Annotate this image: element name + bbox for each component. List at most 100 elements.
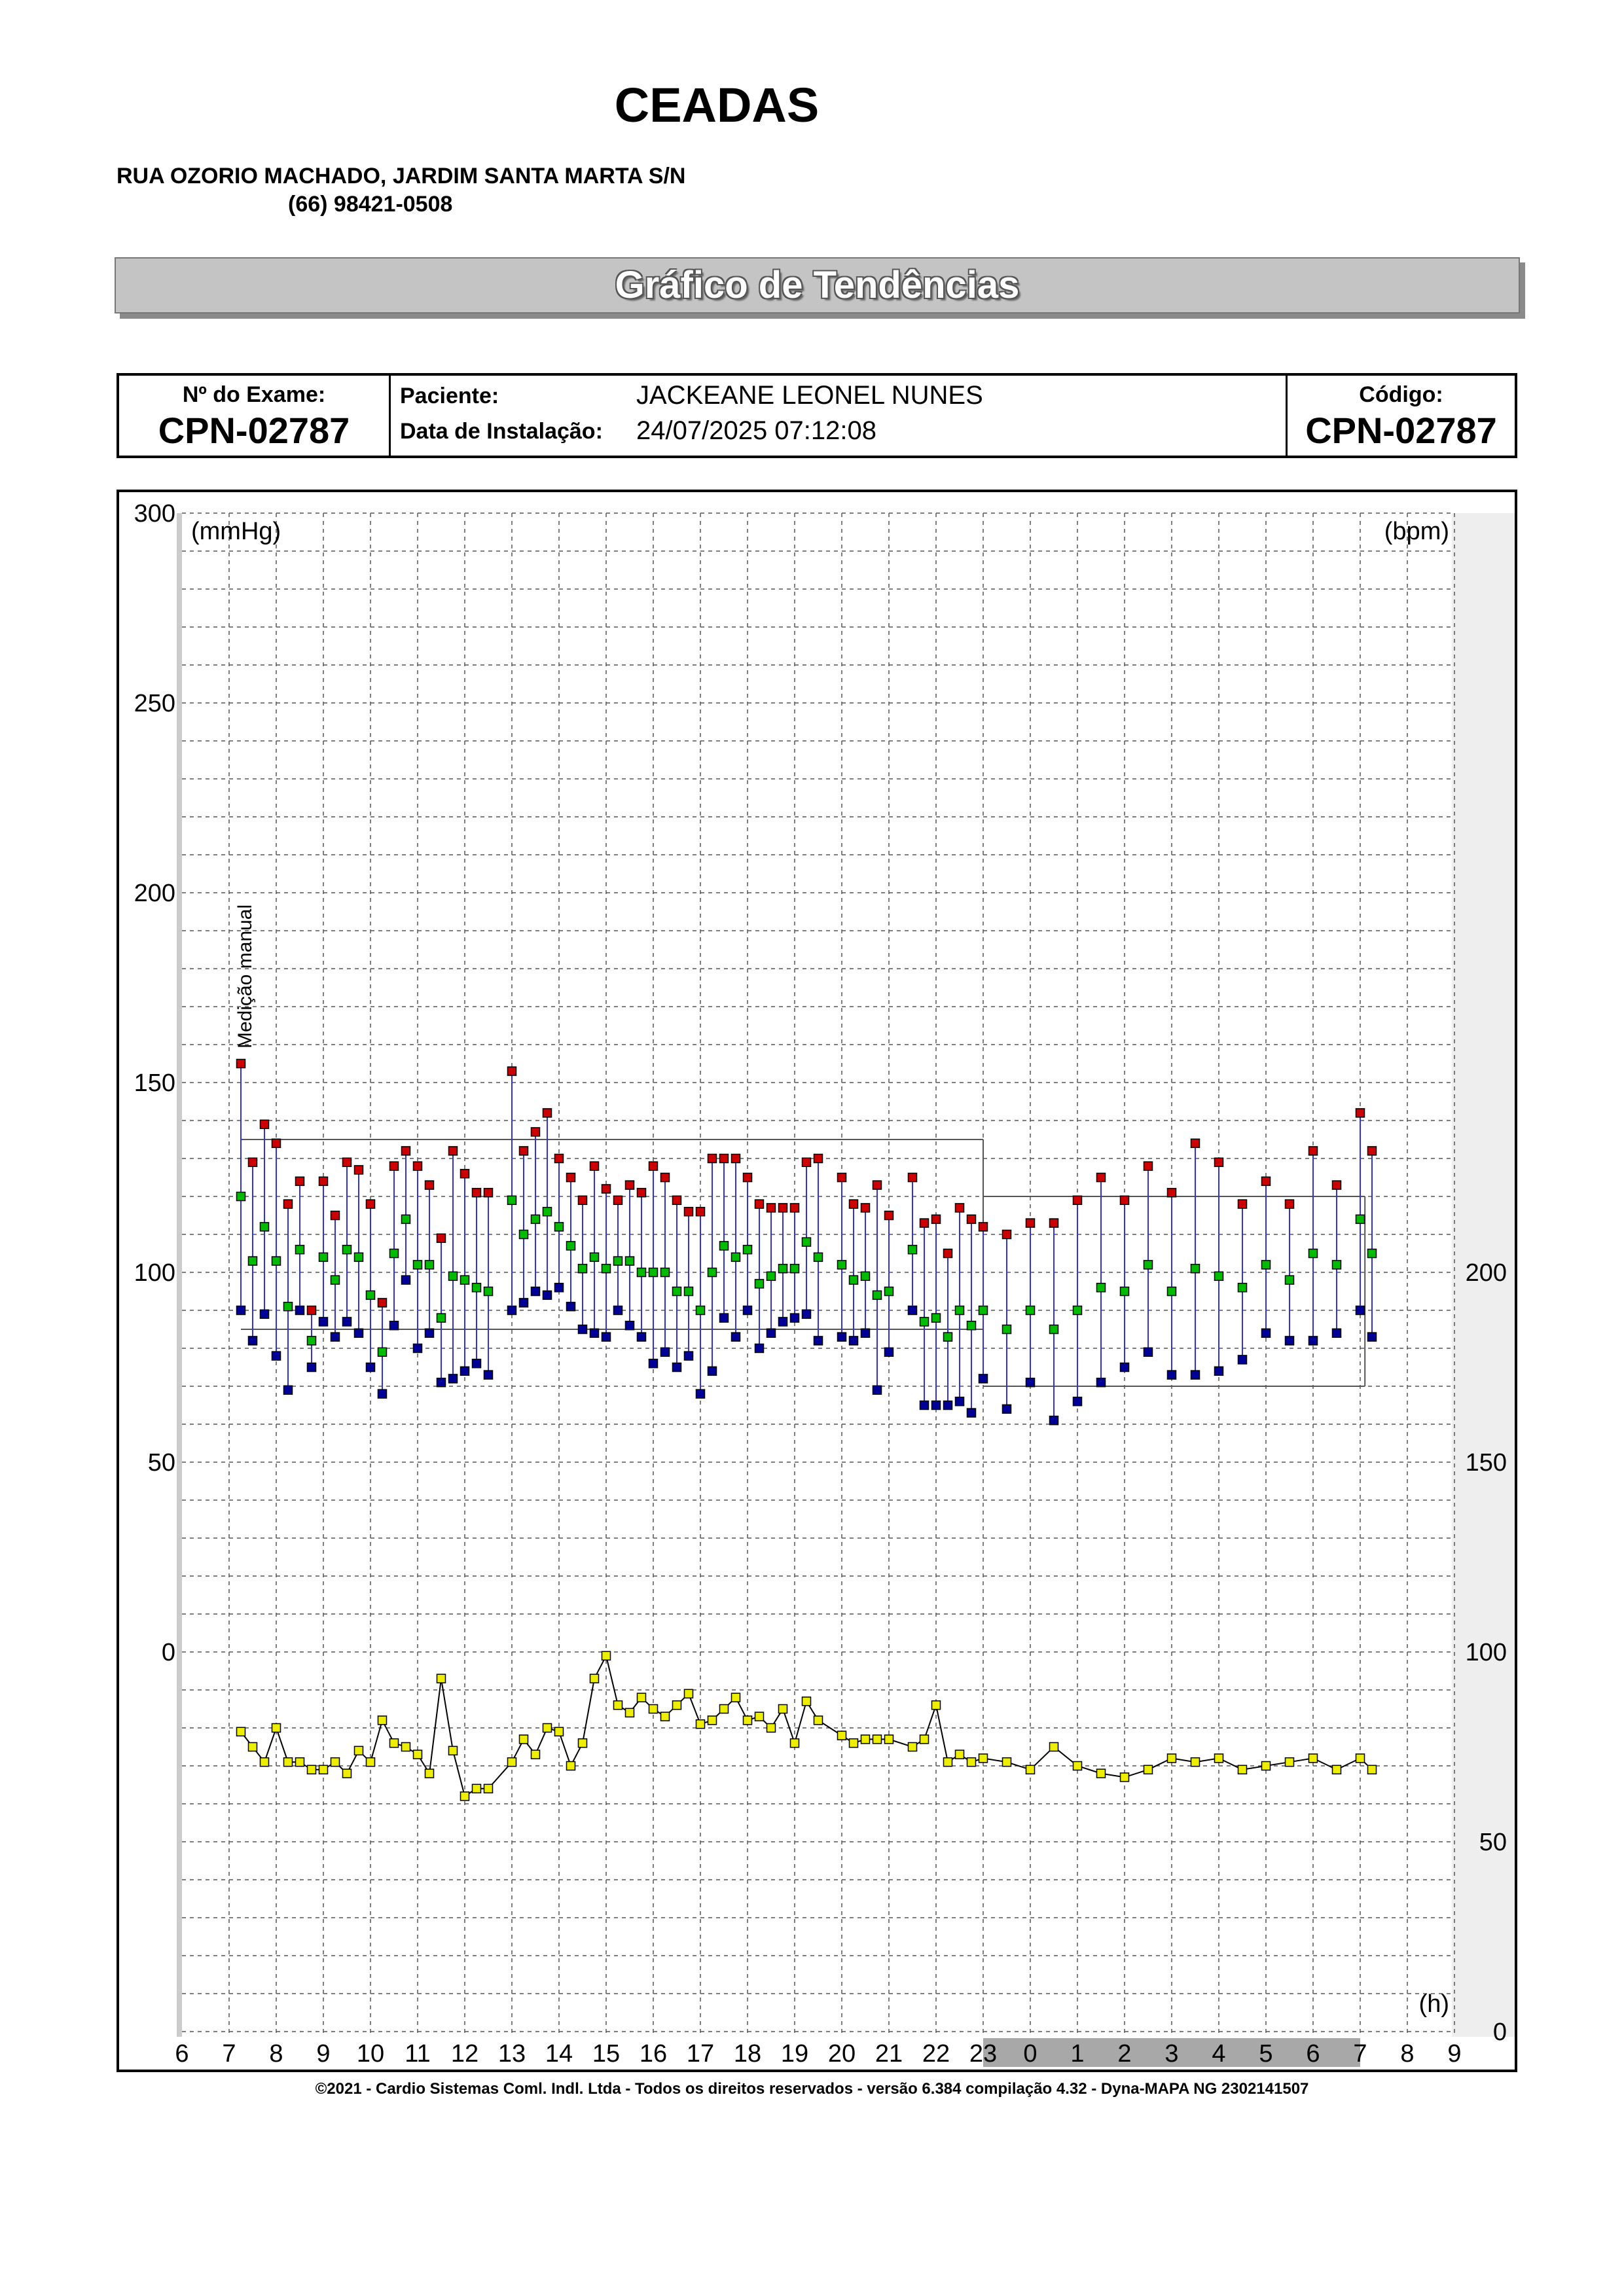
diastolic-point — [754, 1343, 765, 1354]
diastolic-point — [424, 1328, 435, 1338]
systolic-point — [907, 1172, 918, 1183]
systolic-point — [530, 1127, 541, 1137]
mean-point — [1308, 1248, 1318, 1259]
mean-point — [330, 1275, 340, 1285]
systolic-point — [636, 1187, 647, 1198]
mean-point — [613, 1256, 623, 1266]
mean-point — [966, 1320, 977, 1331]
mean-point — [577, 1263, 588, 1274]
heart-rate-point — [719, 1704, 729, 1714]
systolic-point — [789, 1203, 800, 1213]
diastolic-point — [471, 1358, 482, 1369]
right-axis-tick-label: 50 — [1479, 1829, 1507, 1856]
heart-rate-point — [648, 1704, 659, 1714]
systolic-point — [648, 1161, 659, 1171]
diastolic-point — [601, 1332, 611, 1342]
diastolic-point — [1072, 1396, 1083, 1407]
systolic-point — [365, 1199, 376, 1209]
heart-rate-point — [1367, 1765, 1377, 1775]
diastolic-point — [648, 1358, 659, 1369]
heart-rate-point — [1119, 1772, 1130, 1782]
systolic-point — [589, 1161, 600, 1171]
mean-point — [754, 1279, 765, 1289]
heart-rate-point — [353, 1746, 364, 1756]
diastolic-point — [377, 1389, 388, 1399]
mean-point — [683, 1286, 694, 1297]
heart-rate-point — [1072, 1761, 1083, 1771]
mean-point — [471, 1282, 482, 1293]
heart-rate-point — [1355, 1753, 1365, 1763]
heart-rate-point — [1166, 1753, 1177, 1763]
install-date-label: Data de Instalação: — [400, 419, 603, 444]
code-value: CPN-02787 — [1305, 410, 1497, 451]
heart-rate-point — [436, 1674, 446, 1683]
systolic-point — [766, 1203, 776, 1213]
mean-point — [719, 1241, 729, 1251]
heart-rate-point — [448, 1746, 458, 1756]
diastolic-point — [412, 1343, 423, 1354]
diastolic-point — [742, 1305, 753, 1316]
heart-rate-point — [318, 1765, 329, 1775]
diastolic-point — [966, 1408, 977, 1418]
mean-point — [295, 1244, 305, 1255]
heart-rate-point — [554, 1727, 564, 1737]
heart-rate-point — [401, 1742, 411, 1752]
x-axis-tick-label: 14 — [545, 2040, 573, 2068]
systolic-point — [1049, 1218, 1059, 1228]
systolic-point — [1214, 1157, 1224, 1168]
diastolic-point — [695, 1389, 706, 1399]
mean-point — [342, 1244, 352, 1255]
diastolic-point — [389, 1320, 399, 1331]
manual-measurement-note: Medição manual — [234, 905, 256, 1049]
diastolic-point — [1214, 1366, 1224, 1376]
heart-rate-point — [530, 1749, 541, 1759]
x-axis-tick-label: 4 — [1212, 2040, 1225, 2068]
diastolic-point — [507, 1305, 517, 1316]
heart-rate-point — [247, 1742, 258, 1752]
diastolic-point — [530, 1286, 541, 1297]
heart-rate-point — [236, 1727, 246, 1737]
mean-point — [860, 1271, 871, 1282]
diastolic-point — [860, 1328, 871, 1338]
diastolic-point — [1308, 1336, 1318, 1346]
diastolic-point — [542, 1290, 552, 1300]
diastolic-point — [247, 1336, 258, 1346]
report-title-bar: Gráfico de Tendências — [115, 257, 1520, 314]
heart-rate-point — [1331, 1765, 1342, 1775]
diastolic-point — [295, 1305, 305, 1316]
diastolic-point — [801, 1309, 812, 1319]
heart-rate-point — [483, 1784, 494, 1794]
mean-point — [530, 1214, 541, 1225]
mean-point — [1367, 1248, 1377, 1259]
systolic-point — [1072, 1195, 1083, 1206]
chart-background — [177, 513, 1515, 2067]
systolic-point — [966, 1214, 977, 1225]
exam-number: CPN-02787 — [158, 410, 350, 451]
mean-point — [236, 1191, 246, 1202]
systolic-point — [837, 1172, 847, 1183]
report-title: Gráfico de Tendências — [615, 264, 1020, 306]
right-axis-tick-label: 0 — [1493, 2018, 1507, 2046]
mean-point — [1331, 1260, 1342, 1270]
x-axis-tick-label: 1 — [1070, 2040, 1084, 2068]
heart-rate-point — [342, 1768, 352, 1778]
mean-point — [1119, 1286, 1130, 1297]
mean-point — [672, 1286, 682, 1297]
mean-point — [872, 1290, 882, 1300]
mean-point — [660, 1267, 670, 1278]
diastolic-point — [483, 1370, 494, 1380]
heart-rate-point — [848, 1738, 859, 1748]
x-axis-tick-label: 6 — [175, 2040, 189, 2068]
systolic-point — [801, 1157, 812, 1168]
mean-point — [1072, 1305, 1083, 1316]
diastolic-point — [872, 1385, 882, 1395]
heart-rate-point — [624, 1708, 635, 1718]
heart-rate-point — [1096, 1768, 1106, 1778]
code-cell: Código: CPN-02787 — [1288, 376, 1515, 456]
diastolic-point — [848, 1336, 859, 1346]
mean-point — [1355, 1214, 1365, 1225]
mean-point — [259, 1222, 270, 1232]
heart-rate-point — [471, 1784, 482, 1794]
diastolic-point — [460, 1366, 470, 1376]
